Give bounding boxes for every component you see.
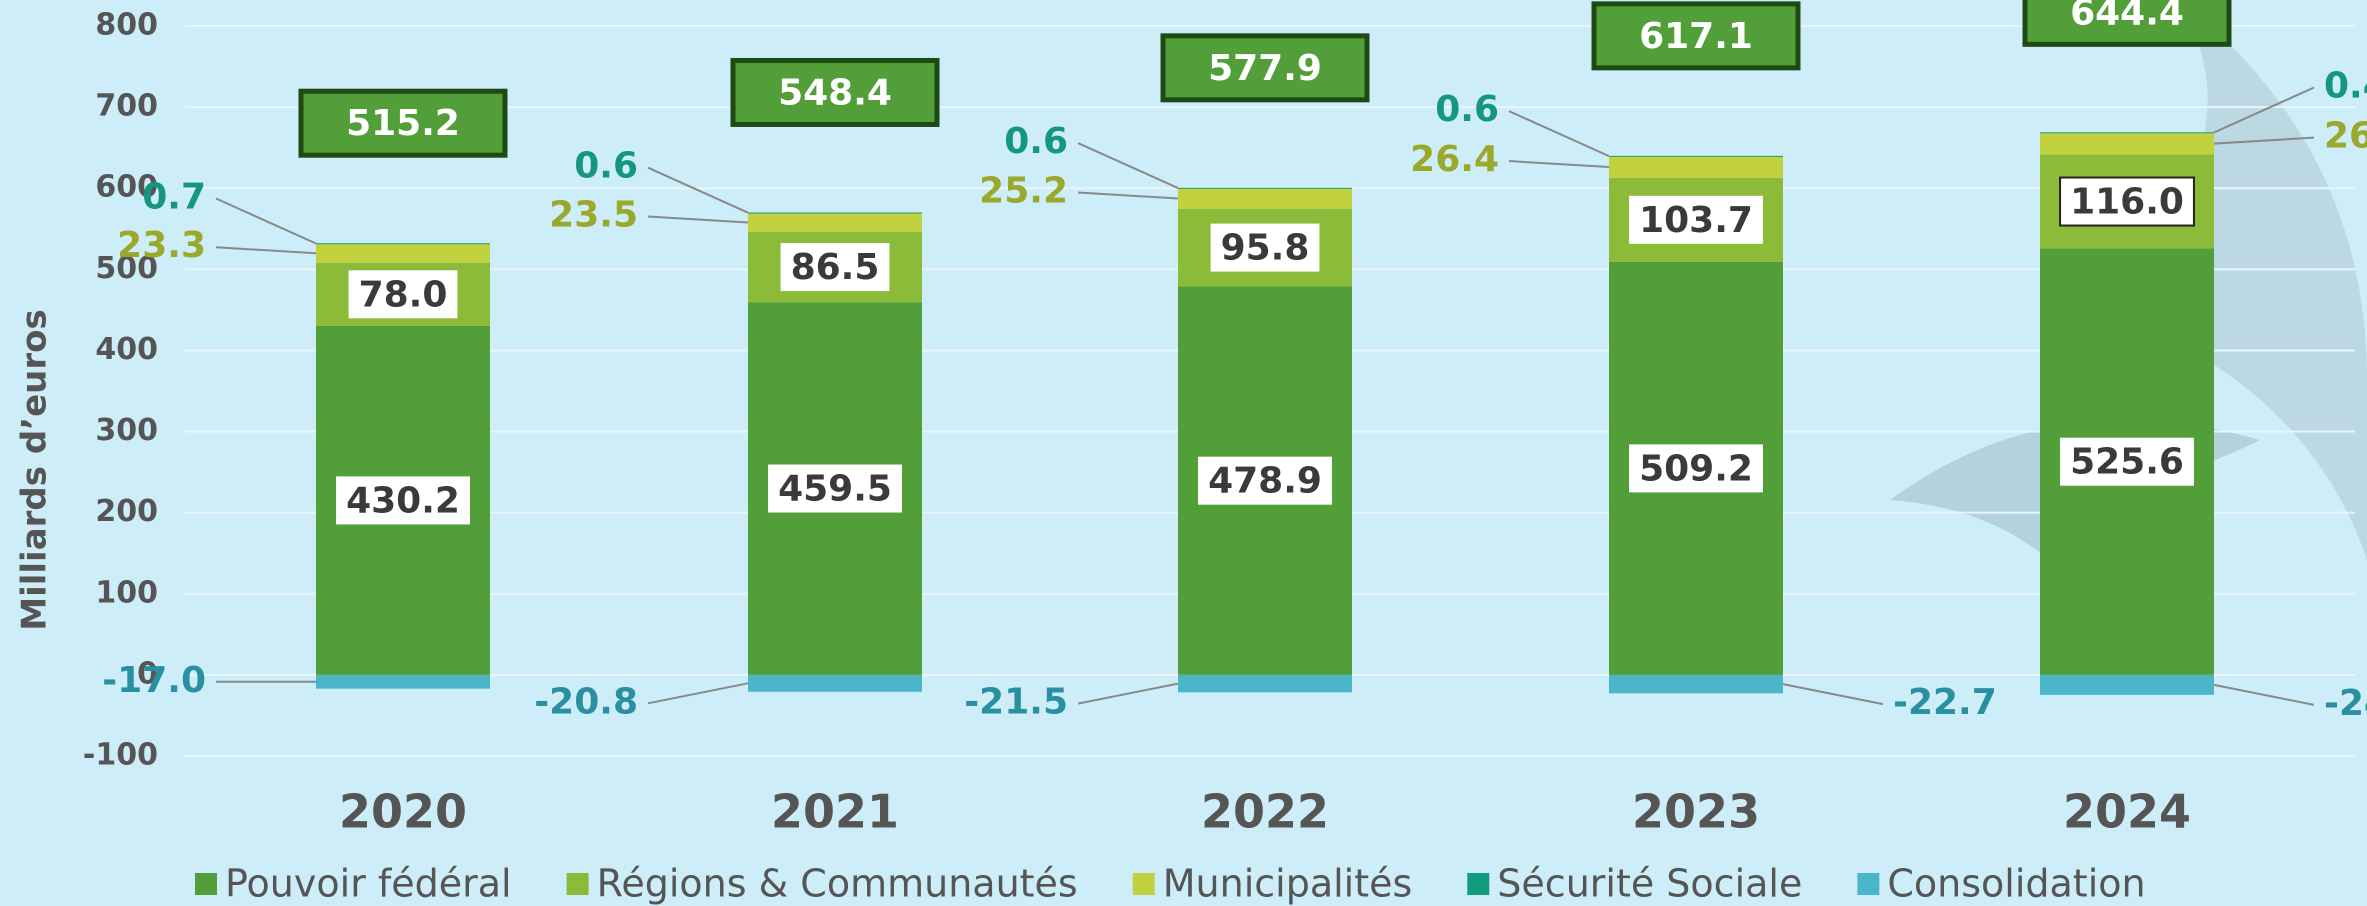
total-label: 644.4 [2070, 0, 2184, 33]
legend-swatch [567, 873, 589, 895]
data-label: 0.7 [142, 176, 206, 217]
data-label: -22.7 [1893, 682, 1997, 723]
bar-segment [748, 212, 922, 213]
bar-segment [316, 243, 490, 244]
legend-label: Consolidation [1887, 862, 2145, 906]
x-tick-label: 2023 [1632, 785, 1760, 839]
y-axis-label: Milliards d’euros [15, 309, 55, 630]
legend-swatch [1133, 873, 1155, 895]
bar-segment [1178, 188, 1352, 189]
data-label: 478.9 [1208, 461, 1322, 502]
legend-label: Sécurité Sociale [1497, 862, 1802, 906]
data-label: 525.6 [2070, 442, 2184, 483]
data-label: -21.5 [964, 682, 1068, 723]
data-label: 26.4 [1410, 139, 1499, 180]
bar-segment [1178, 188, 1352, 208]
data-label: 0.6 [1435, 89, 1499, 130]
bar-segment [2040, 675, 2214, 695]
bar-segment [2040, 132, 2214, 133]
bar-segment [1609, 675, 1783, 693]
legend-swatch [1467, 873, 1489, 895]
bar-segment [748, 675, 922, 692]
total-label: 548.4 [778, 72, 892, 113]
total-label: 515.2 [346, 103, 460, 144]
legend-label: Municipalités [1163, 862, 1413, 906]
y-tick-label: 100 [95, 575, 158, 610]
bar-segment [1609, 156, 1783, 177]
data-label: 0.4 [2324, 65, 2367, 106]
data-label: 103.7 [1639, 200, 1753, 241]
bar-segment [1178, 675, 1352, 692]
data-label: 0.6 [574, 146, 638, 187]
bar-segment [2040, 133, 2214, 155]
legend-swatch [195, 873, 217, 895]
data-label: 78.0 [359, 274, 448, 315]
x-tick-label: 2021 [771, 785, 899, 839]
y-tick-label: 300 [95, 413, 158, 448]
data-label: 430.2 [346, 480, 460, 521]
data-label: 116.0 [2070, 182, 2184, 223]
legend-label: Pouvoir fédéral [225, 862, 512, 906]
data-label: 459.5 [778, 469, 892, 510]
total-label: 617.1 [1639, 16, 1753, 57]
data-label: 509.2 [1639, 448, 1753, 489]
bar-segment [1609, 156, 1783, 157]
data-label: 26.9 [2324, 116, 2367, 157]
legend-swatch [1857, 873, 1879, 895]
data-label: 25.2 [979, 171, 1068, 212]
data-label: -17.0 [102, 660, 206, 701]
x-tick-label: 2020 [339, 785, 467, 839]
y-tick-label: 200 [95, 494, 158, 529]
bar-segment [748, 213, 922, 232]
bar-segment [316, 675, 490, 689]
data-label: -20.8 [534, 681, 638, 722]
data-label: 95.8 [1221, 228, 1310, 269]
data-label: 86.5 [791, 247, 880, 288]
x-tick-label: 2022 [1201, 785, 1329, 839]
data-label: 0.6 [1004, 121, 1068, 162]
y-tick-label: -100 [83, 738, 158, 773]
data-label: -24.6 [2324, 683, 2367, 724]
y-tick-label: 400 [95, 332, 158, 367]
legend-label: Régions & Communautés [597, 862, 1078, 906]
total-label: 577.9 [1208, 48, 1322, 89]
y-tick-label: 800 [95, 8, 158, 43]
y-tick-label: 700 [95, 89, 158, 124]
data-label: 23.5 [549, 194, 638, 235]
data-label: 23.3 [117, 225, 206, 266]
x-tick-label: 2024 [2063, 785, 2191, 839]
bar-segment [316, 244, 490, 263]
chart: Milliards d’euros -100010020030040050060… [0, 0, 2367, 906]
